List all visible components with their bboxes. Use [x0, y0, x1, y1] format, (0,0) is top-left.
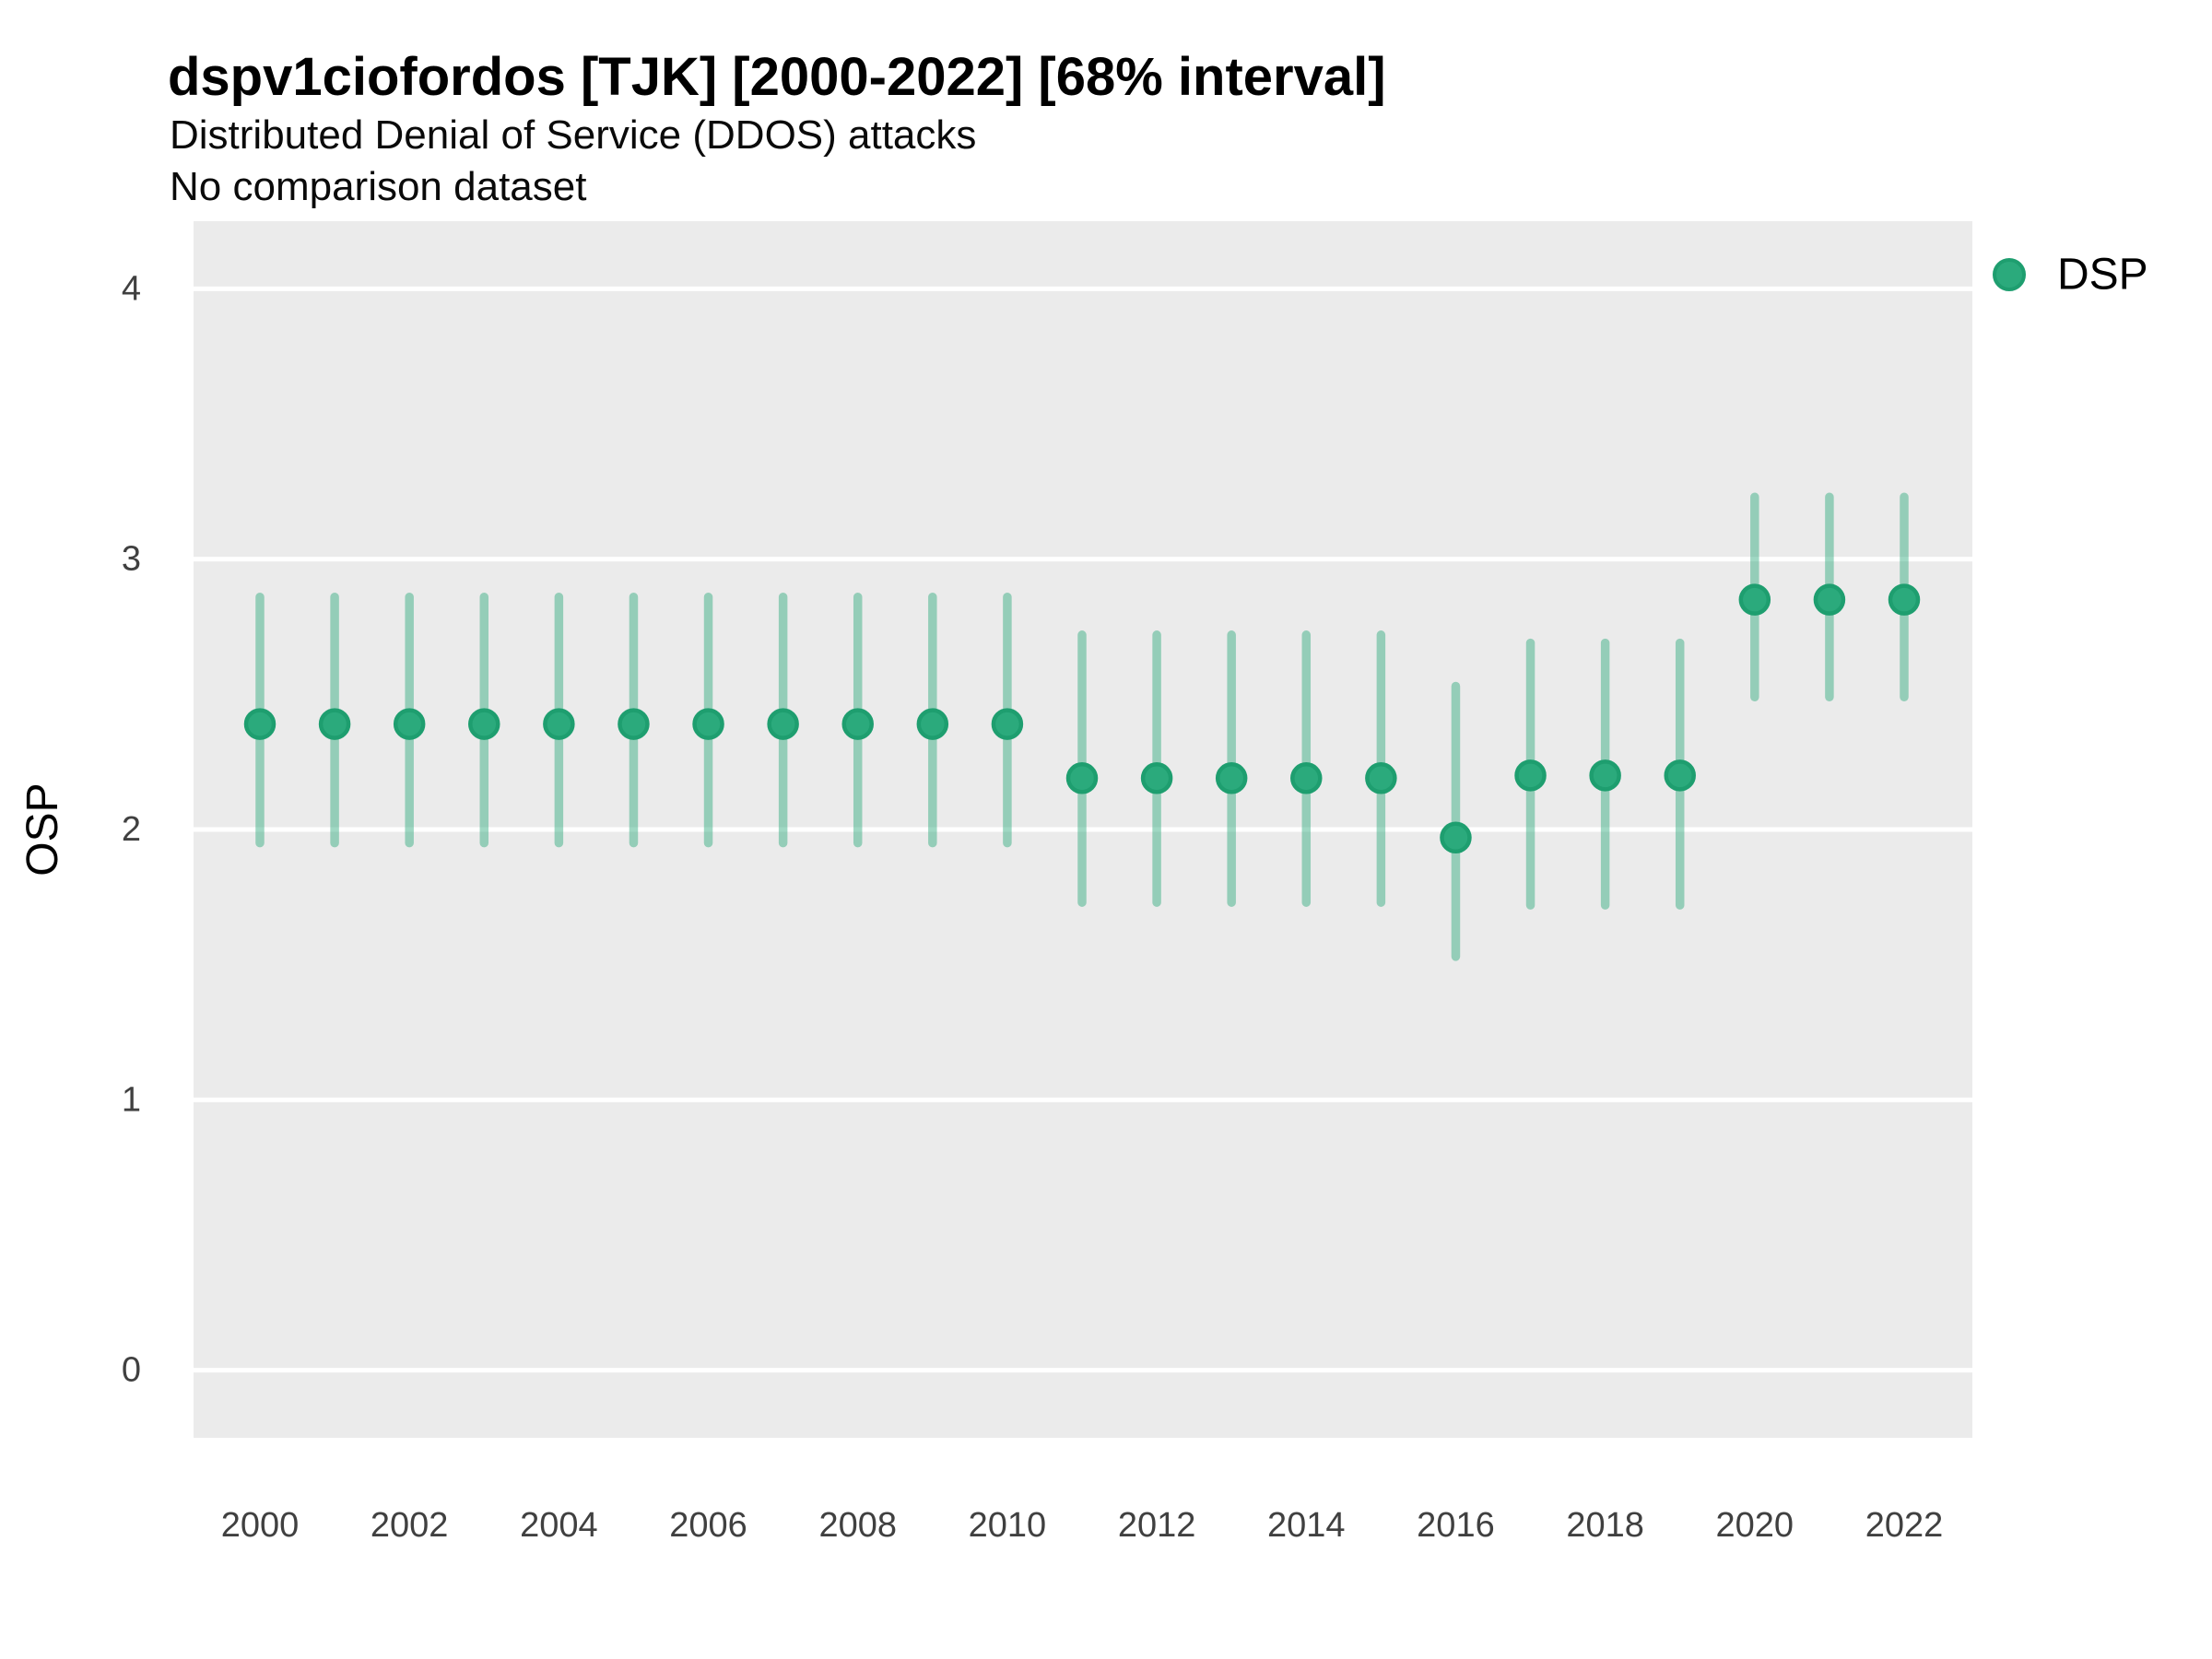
y-tick-label: 0: [122, 1351, 141, 1390]
data-point: [393, 708, 426, 740]
chart-subtitle: Distributed Denial of Service (DDOS) att…: [170, 112, 977, 158]
x-tick-label: 2000: [221, 1506, 300, 1545]
y-tick-label: 2: [122, 810, 141, 849]
data-point: [1664, 759, 1696, 792]
y-axis-title: OSP: [18, 782, 67, 876]
data-point: [543, 708, 575, 740]
x-tick-label: 2016: [1417, 1506, 1495, 1545]
gridline-layer: [194, 286, 1972, 1373]
data-point: [1589, 759, 1621, 792]
x-tick-label: 2006: [669, 1506, 747, 1545]
x-axis-tick-labels: 2000 2002 2004 2006 2008 2010 2012 2014 2016 2018…: [221, 1506, 1944, 1545]
data-point: [1738, 583, 1771, 616]
data-point: [1888, 583, 1921, 616]
legend: DSP: [1993, 251, 2148, 300]
data-point: [692, 708, 724, 740]
data-point: [618, 708, 650, 740]
x-tick-label: 2002: [371, 1506, 449, 1545]
data-point: [468, 708, 500, 740]
x-tick-label: 2008: [818, 1506, 897, 1545]
data-point: [1813, 583, 1846, 616]
x-tick-label: 2014: [1267, 1506, 1346, 1545]
data-point: [1290, 762, 1323, 794]
x-tick-label: 2020: [1716, 1506, 1794, 1545]
data-point: [1440, 821, 1472, 854]
x-tick-label: 2012: [1118, 1506, 1196, 1545]
x-tick-label: 2010: [969, 1506, 1047, 1545]
data-point: [318, 708, 351, 740]
chart-title: dspv1ciofordos [TJK] [2000-2022] [68% in…: [168, 47, 1386, 107]
data-point: [991, 708, 1024, 740]
x-tick-label: 2004: [520, 1506, 598, 1545]
data-point: [767, 708, 799, 740]
y-tick-label: 4: [122, 269, 141, 308]
data-point: [916, 708, 949, 740]
y-tick-label: 3: [122, 540, 141, 579]
pointrange-layer: [243, 492, 1921, 961]
data-point: [243, 708, 276, 740]
legend-label: DSP: [2057, 251, 2148, 300]
y-axis-tick-labels: 0 1 2 3 4: [122, 269, 141, 1389]
legend-point-icon: [1993, 258, 2026, 291]
x-tick-label: 2022: [1865, 1506, 1944, 1545]
data-point: [1365, 762, 1397, 794]
chart-note: No comparison dataset: [170, 164, 587, 209]
data-point: [1514, 759, 1547, 792]
x-tick-label: 2018: [1566, 1506, 1644, 1545]
y-tick-label: 1: [122, 1080, 141, 1119]
data-point: [841, 708, 874, 740]
data-point: [1215, 762, 1248, 794]
data-point: [1140, 762, 1173, 794]
data-point: [1065, 762, 1099, 794]
